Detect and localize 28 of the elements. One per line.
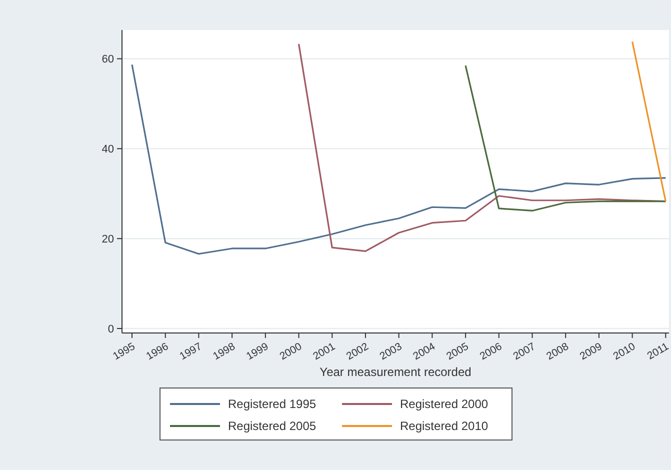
x-tick-label: 2004 — [411, 340, 438, 363]
x-tick-label: 2011 — [645, 340, 671, 362]
x-tick-label: 1998 — [211, 340, 238, 363]
legend-label: Registered 2005 — [228, 419, 316, 434]
x-tick-label: 2006 — [478, 340, 504, 363]
y-tick-label: 20 — [102, 233, 114, 246]
x-tick-label: 1996 — [144, 340, 171, 363]
x-tick-label: 2001 — [311, 340, 338, 363]
legend-label: Registered 2000 — [400, 397, 488, 412]
x-tick-label: 1999 — [244, 340, 271, 363]
x-tick-label: 1997 — [178, 340, 204, 363]
y-tick-label: 0 — [108, 323, 114, 336]
y-tick-label: 40 — [102, 144, 114, 156]
x-tick-label: 2008 — [544, 340, 571, 363]
x-tick-label: 2009 — [578, 340, 604, 363]
x-tick-label: 2007 — [511, 340, 538, 363]
x-tick-label: 2002 — [344, 340, 371, 363]
x-tick-label: 2003 — [378, 340, 404, 363]
x-tick-label: 1995 — [110, 340, 138, 363]
legend-label: Registered 1995 — [228, 397, 316, 412]
x-tick-label: 2010 — [611, 340, 638, 363]
legend-label: Registered 2010 — [400, 419, 488, 434]
x-tick-label: 2000 — [278, 340, 304, 363]
line-series — [131, 64, 666, 255]
x-axis-title: Year measurement recorded — [320, 365, 472, 379]
x-tick-label: 2005 — [444, 340, 471, 363]
y-tick-label: 60 — [102, 54, 114, 66]
line-series — [464, 64, 666, 212]
